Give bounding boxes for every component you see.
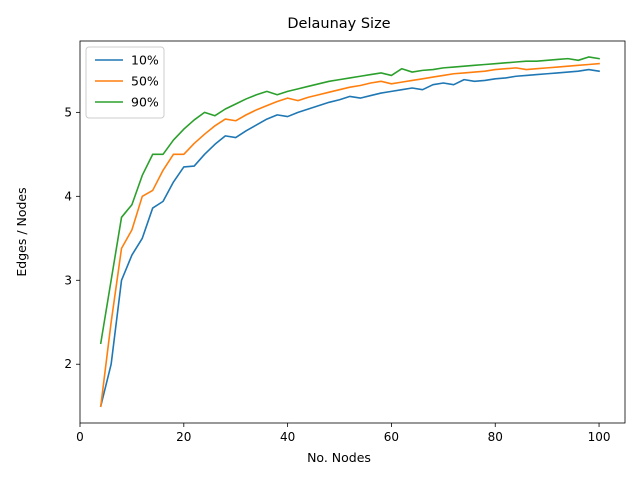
x-tick-label-1: 20: [176, 430, 191, 444]
series-line-2: [99, 56, 600, 345]
legend: 10% 50% 90%: [85, 46, 165, 119]
legend-label-2: 90%: [131, 95, 159, 110]
x-tick-label-2: 40: [280, 430, 295, 444]
x-tick-label-3: 60: [384, 430, 399, 444]
series-line-0: [99, 68, 600, 408]
x-tick-label-4: 80: [488, 430, 503, 444]
chart-title: Delaunay Size: [287, 16, 390, 32]
y-axis-ticks: 2 3 4 5: [64, 105, 80, 371]
y-tick-label-0: 2: [64, 357, 72, 371]
series-line-1: [99, 62, 600, 408]
y-tick-label-2: 4: [64, 189, 72, 203]
x-tick-label-5: 100: [588, 430, 611, 444]
x-axis-label: No. Nodes: [307, 450, 371, 465]
plot-frame: [79, 40, 626, 424]
series-layer: [99, 56, 600, 408]
legend-frame: [85, 46, 165, 119]
x-tick-label-0: 0: [76, 430, 84, 444]
y-axis-label: Edges / Nodes: [14, 187, 29, 276]
x-axis-ticks: 0 20 40 60 80 100: [76, 423, 611, 444]
legend-label-1: 50%: [131, 74, 159, 89]
y-tick-label-3: 5: [64, 105, 72, 119]
legend-label-0: 10%: [131, 53, 159, 68]
y-tick-label-1: 3: [64, 273, 72, 287]
